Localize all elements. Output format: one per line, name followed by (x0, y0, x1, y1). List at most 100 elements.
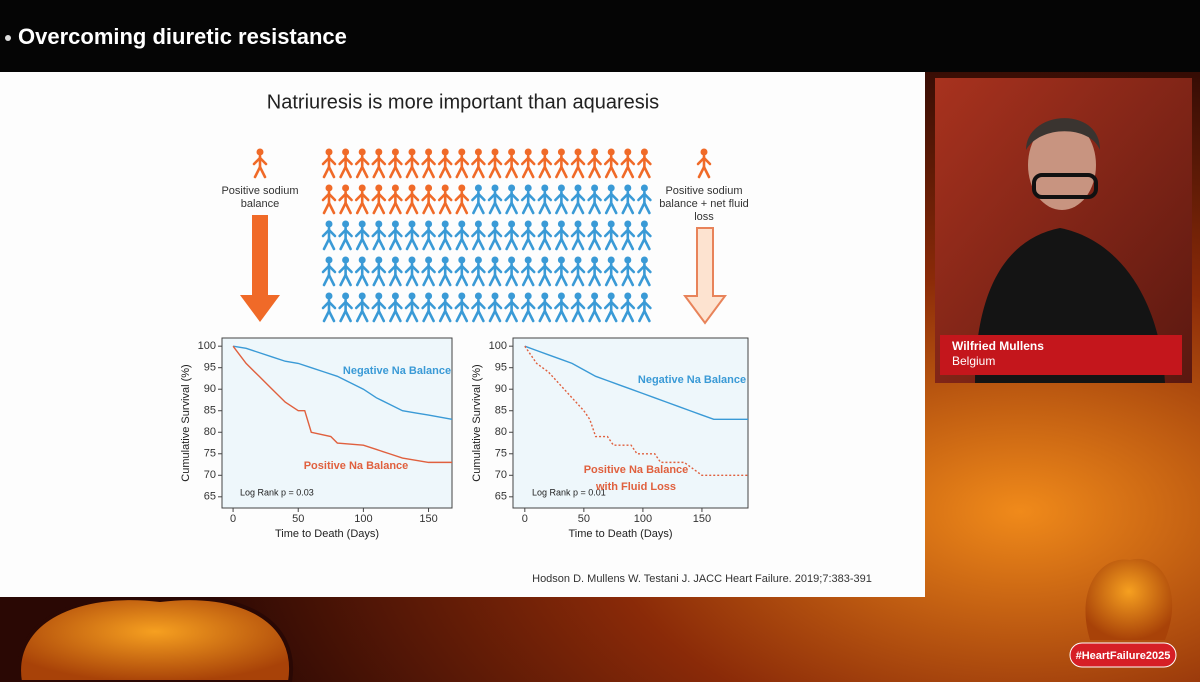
person-icon (437, 184, 453, 215)
person-arms (321, 300, 337, 310)
person-head (491, 184, 499, 192)
person-head (325, 148, 333, 156)
chart-note: Log Rank p = 0.01 (532, 487, 606, 497)
person-head (624, 220, 632, 228)
person-legs (372, 272, 386, 287)
person-icon (388, 256, 403, 287)
person-arms (554, 228, 569, 238)
person-head (557, 220, 565, 228)
person-arms (620, 156, 636, 166)
person-icon (338, 184, 353, 215)
person-legs (538, 164, 552, 179)
person-arms (570, 156, 586, 166)
person-arms (371, 300, 387, 310)
person-arms (520, 156, 536, 166)
person-legs (621, 236, 635, 251)
person-head (491, 292, 499, 300)
person-head (408, 220, 416, 228)
person-arms (570, 264, 586, 274)
person-arms (637, 156, 652, 166)
person-head (591, 256, 599, 264)
person-head (358, 148, 366, 156)
person-arms (338, 228, 353, 238)
y-axis-label: Cumulative Survival (%) (180, 364, 192, 481)
person-icon (537, 220, 553, 251)
person-icon (354, 220, 370, 251)
person-head (358, 256, 366, 264)
person-legs (697, 164, 711, 179)
person-arms (354, 156, 370, 166)
person-legs (372, 308, 386, 323)
y-tick-label: 85 (204, 405, 216, 417)
person-arms (354, 264, 370, 274)
person-head (342, 220, 350, 228)
person-arms (421, 300, 436, 310)
person-head (342, 292, 350, 300)
person-legs (505, 236, 518, 251)
person-arms (388, 156, 403, 166)
person-icon (620, 148, 636, 179)
person-head (458, 184, 466, 192)
y-tick-label: 80 (495, 426, 507, 438)
person-icon (520, 256, 536, 287)
person-icon (487, 184, 503, 215)
person-arms (620, 264, 636, 274)
person-arms (437, 300, 453, 310)
person-head (474, 148, 482, 156)
person-arms (637, 228, 652, 238)
person-legs (422, 200, 435, 215)
person-icon (637, 220, 652, 251)
person-arms (504, 228, 519, 238)
speaker-hair (1026, 118, 1100, 150)
y-tick-label: 90 (204, 383, 216, 395)
name-plate (940, 335, 1182, 375)
person-legs (538, 200, 552, 215)
person-arms (487, 264, 503, 274)
bullet (5, 35, 11, 41)
person-icon (338, 220, 353, 251)
survival-line (232, 345, 452, 464)
person-legs (555, 272, 568, 287)
person-icon (454, 220, 470, 251)
person-arms (388, 228, 403, 238)
x-axis-label: Time to Death (Days) (275, 528, 379, 540)
arrow-right (683, 227, 727, 325)
person-head (325, 292, 333, 300)
survival-line (232, 345, 453, 421)
person-icon (388, 220, 403, 251)
person-head (474, 184, 482, 192)
person-icon (321, 256, 337, 287)
person-arms (388, 264, 403, 274)
person-arms (570, 300, 586, 310)
person-legs (372, 236, 386, 251)
person-icon (371, 220, 387, 251)
person-head (700, 148, 708, 156)
arrow-left (252, 215, 268, 295)
person-legs (521, 164, 535, 179)
person-head (557, 148, 565, 156)
person-legs (438, 236, 452, 251)
person-head (640, 148, 648, 156)
person-head (474, 256, 482, 264)
person-arms (388, 192, 403, 202)
person-arms (487, 228, 503, 238)
speaker-country: Belgium (952, 354, 995, 368)
person-head (508, 220, 516, 228)
person-icon (454, 184, 470, 215)
person-arms (570, 228, 586, 238)
person-head (557, 292, 565, 300)
person-head (640, 184, 648, 192)
person-head (574, 256, 582, 264)
top-bar (0, 0, 1200, 72)
person-arms (454, 228, 470, 238)
person-icon (570, 292, 586, 323)
person-icon (354, 256, 370, 287)
y-axis-label: Cumulative Survival (%) (471, 364, 483, 481)
person-arms (371, 192, 387, 202)
y-tick-label: 100 (489, 340, 507, 352)
person-head (591, 292, 599, 300)
person-arms (471, 192, 486, 202)
x-tick-label: 0 (522, 513, 528, 525)
person-head (375, 148, 383, 156)
y-tick-label: 65 (204, 491, 216, 503)
